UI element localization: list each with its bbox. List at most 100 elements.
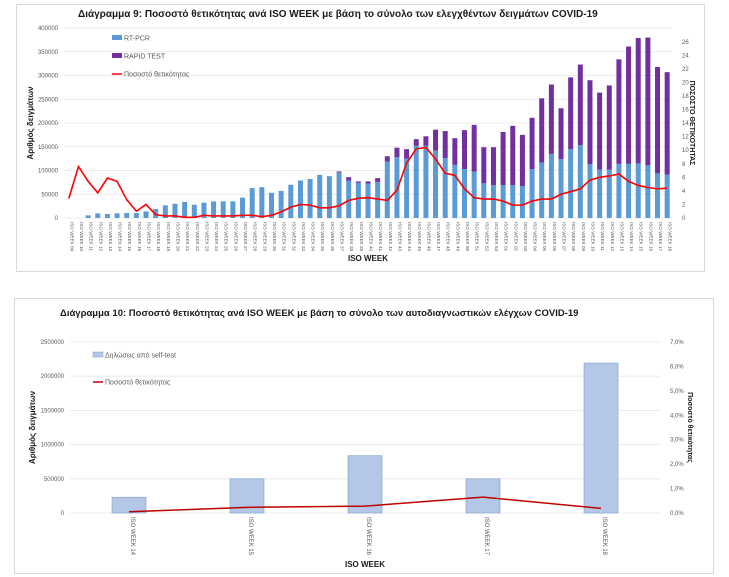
x-tick-label: ISO WEEK 33 [301, 222, 306, 252]
bar-rt-pcr [462, 169, 468, 218]
y-tick-label: 500000 [44, 477, 65, 483]
x-tick-label: ISO WEEK 02 [513, 222, 518, 252]
bar-rt-pcr [529, 169, 535, 218]
bar-rapid-test [664, 72, 670, 175]
bar-rt-pcr [326, 176, 332, 218]
y2-tick-label: 18 [682, 94, 689, 100]
y2-tick-label: 6,0% [670, 364, 684, 370]
bar-rt-pcr [124, 213, 130, 218]
bar-rt-pcr [616, 163, 622, 218]
bar-rt-pcr [471, 171, 477, 218]
x-tick-label: ISO WEEK 18 [601, 517, 607, 556]
bar-rapid-test [365, 181, 371, 184]
bar-rt-pcr [201, 202, 207, 218]
bar-rt-pcr [240, 197, 246, 218]
bar-rapid-test [442, 131, 448, 159]
bar-rapid-test [346, 177, 352, 181]
bar-rapid-test [404, 149, 410, 159]
y-tick-label: 0 [55, 216, 59, 222]
x-tick-label: ISO WEEK 44 [407, 222, 412, 252]
x-tick-label: ISO WEEK 08 [571, 222, 576, 252]
bar-rapid-test [413, 139, 419, 146]
bar-rapid-test [500, 132, 506, 186]
x-tick-label: ISO WEEK 18 [668, 222, 673, 252]
bar-rt-pcr [404, 158, 410, 218]
bar-rt-pcr [133, 213, 139, 218]
bar-rt-pcr [655, 173, 661, 218]
x-tick-label: ISO WEEK 13 [108, 222, 113, 252]
x-tick-label: ISO WEEK 40 [369, 222, 374, 252]
x-tick-label: ISO WEEK 16 [365, 517, 371, 556]
x-tick-label: ISO WEEK 16 [137, 222, 142, 252]
bar-rt-pcr [259, 187, 265, 218]
x-tick-label: ISO WEEK 30 [272, 222, 277, 252]
x-tick-label: ISO WEEK 09 [581, 222, 586, 252]
bar-δηλώσεις-από-self-test [465, 478, 501, 514]
y-tick-label: 1500000 [41, 408, 65, 414]
x-tick-label: ISO WEEK 11 [89, 222, 94, 251]
x-tick-label: ISO WEEK 12 [610, 222, 615, 252]
x-tick-label: ISO WEEK 37 [340, 222, 345, 252]
x-tick-label: ISO WEEK 10 [79, 222, 84, 252]
x-tick-label: ISO WEEK 39 [359, 222, 364, 252]
x-tick-label: ISO WEEK 34 [311, 222, 316, 252]
y-tick-label: 2000000 [41, 374, 65, 380]
bar-rt-pcr [114, 213, 120, 218]
chart-9: 0 50000 100000 150000 200000 250000 300000 3500… [26, 26, 695, 263]
bar-rt-pcr [307, 179, 313, 218]
bar-rapid-test [635, 37, 641, 164]
y2-tick-label: 10 [682, 148, 689, 154]
x-tick-label: ISO WEEK 03 [523, 222, 528, 252]
bar-rapid-test [519, 134, 525, 187]
bar-δηλώσεις-από-self-test [111, 496, 147, 514]
x-tick-label: ISO WEEK 24 [214, 222, 219, 252]
chart-10-title: Διάγραμμα 10: Ποσοστό θετικότητας ανά IS… [60, 308, 579, 319]
bar-rt-pcr [490, 185, 496, 218]
y2-axis-title: Ποσοστό θετικότητας [686, 392, 693, 463]
y2-tick-label: 2,0% [670, 462, 684, 468]
y-tick-label: 1000000 [41, 443, 65, 449]
bar-rt-pcr [182, 201, 188, 218]
legend-label: Ποσοστό θετικότητας [105, 379, 171, 387]
y-tick-label: 2500000 [41, 340, 65, 346]
x-tick-label: ISO WEEK 19 [166, 222, 171, 252]
bar-rt-pcr [568, 149, 574, 218]
legend-label: Δηλώσεις από self-test [105, 352, 176, 360]
bar-rt-pcr [587, 164, 593, 218]
bar-rt-pcr [191, 204, 197, 218]
y2-tick-label: 3,0% [670, 438, 684, 444]
bar-rapid-test [539, 98, 545, 163]
bar-rt-pcr [355, 182, 361, 218]
y-axis-title: Αριθμός δειγμάτων [26, 86, 35, 160]
legend-swatch [112, 35, 122, 40]
y2-tick-label: 0,0% [670, 511, 684, 517]
x-tick-label: ISO WEEK 47 [436, 222, 441, 252]
x-tick-label: ISO WEEK 41 [378, 222, 383, 252]
y-tick-label: 300000 [38, 74, 59, 80]
y-tick-label: 200000 [38, 121, 59, 127]
x-axis-title: ISO WEEK [345, 560, 385, 569]
legend-label: RT-PCR [124, 36, 150, 43]
bar-rt-pcr [597, 169, 603, 218]
y-tick-label: 150000 [38, 145, 59, 151]
bar-δηλώσεις-από-self-test [583, 362, 619, 514]
bar-rt-pcr [423, 145, 429, 218]
bar-rt-pcr [606, 169, 612, 218]
y2-tick-label: 5,0% [670, 389, 684, 395]
y2-tick-label: 8 [682, 162, 686, 168]
bar-rapid-test [645, 37, 651, 166]
x-tick-label: ISO WEEK 12 [98, 222, 103, 252]
bar-rt-pcr [249, 188, 255, 218]
x-tick-label: ISO WEEK 16 [648, 222, 653, 252]
y2-tick-label: 16 [682, 108, 689, 114]
bar-rt-pcr [645, 165, 651, 218]
y-tick-label: 50000 [41, 192, 58, 198]
y2-tick-label: 20 [682, 80, 689, 86]
x-tick-label: ISO WEEK 31 [282, 222, 287, 252]
x-tick-label: ISO WEEK 15 [639, 222, 644, 252]
bar-rapid-test [375, 178, 381, 182]
chart-9-title: Διάγραμμα 9: Ποσοστό θετικότητας ανά ISO… [78, 9, 598, 20]
y2-tick-label: 2 [682, 202, 686, 208]
bar-rt-pcr [317, 174, 323, 218]
bar-rt-pcr [143, 211, 149, 218]
